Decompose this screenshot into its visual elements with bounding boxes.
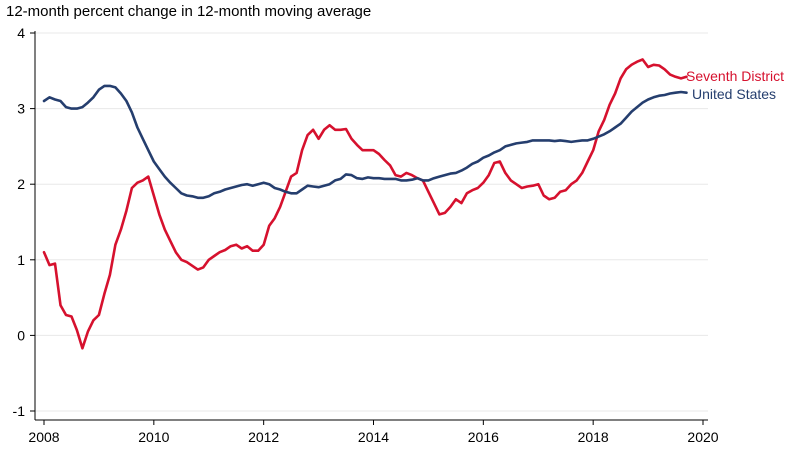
y-tick-label: 2 bbox=[17, 176, 25, 192]
series-line-united-states bbox=[42, 84, 688, 200]
x-tick-label: 2020 bbox=[687, 429, 718, 445]
x-tick-label: 2008 bbox=[28, 429, 59, 445]
y-tick-label: 3 bbox=[17, 101, 25, 117]
series-line-seventh-district bbox=[42, 58, 688, 350]
grid-lines bbox=[35, 32, 708, 412]
legend-label-seventh-district: Seventh District bbox=[686, 68, 784, 84]
y-axis-ticks: -1 0 1 2 3 4 bbox=[13, 25, 35, 419]
x-tick-label: 2010 bbox=[138, 429, 169, 445]
x-tick-label: 2014 bbox=[358, 429, 389, 445]
x-tick-label: 2012 bbox=[248, 429, 279, 445]
y-tick-label: 4 bbox=[17, 25, 25, 41]
legend: Seventh District United States bbox=[686, 68, 784, 102]
x-tick-label: 2016 bbox=[468, 429, 499, 445]
legend-label-united-states: United States bbox=[692, 86, 776, 102]
chart-title: 12-month percent change in 12-month movi… bbox=[6, 3, 372, 20]
x-tick-label: 2018 bbox=[578, 429, 609, 445]
y-tick-label: -1 bbox=[13, 403, 26, 419]
series-layer bbox=[42, 58, 688, 350]
y-tick-label: 0 bbox=[17, 327, 25, 343]
x-axis-ticks: 2008 2010 2012 2014 2016 2018 2020 bbox=[28, 420, 719, 445]
y-tick-label: 1 bbox=[17, 252, 25, 268]
